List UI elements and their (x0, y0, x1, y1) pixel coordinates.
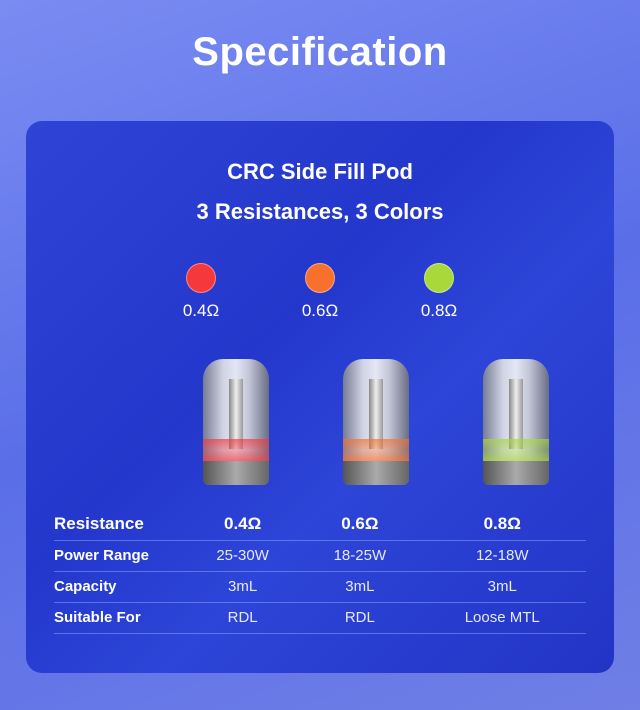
color-swatch-green (424, 263, 454, 293)
pod-image-0.8 (479, 359, 553, 485)
spec-card: CRC Side Fill Pod 3 Resistances, 3 Color… (26, 121, 614, 673)
table-row: Capacity 3mL 3mL 3mL (54, 571, 586, 603)
product-tagline: 3 Resistances, 3 Colors (196, 199, 444, 224)
cell: Loose MTL (418, 602, 586, 634)
color-swatch-orange (305, 263, 335, 293)
table-row: Suitable For RDL RDL Loose MTL (54, 602, 586, 634)
cell: RDL (184, 602, 302, 634)
pod-image-0.4 (199, 359, 273, 485)
cell: 3mL (184, 571, 302, 603)
cell: 0.4Ω (184, 509, 302, 541)
spec-table: Resistance 0.4Ω 0.6Ω 0.8Ω Power Range 25… (54, 509, 586, 634)
cell: 25-30W (184, 540, 302, 572)
table-row: Resistance 0.4Ω 0.6Ω 0.8Ω (54, 509, 586, 541)
cell: 3mL (418, 571, 586, 603)
pod-image-0.6 (339, 359, 413, 485)
cell: RDL (301, 602, 419, 634)
row-label: Capacity (54, 571, 184, 603)
cell: 0.6Ω (301, 509, 419, 541)
row-label: Resistance (54, 509, 184, 541)
product-name: CRC Side Fill Pod (227, 159, 413, 184)
row-label: Suitable For (54, 602, 184, 634)
swatch-label: 0.6Ω (301, 301, 339, 320)
page-title: Specification (192, 30, 448, 74)
swatch-label: 0.8Ω (420, 301, 458, 320)
table-row: Power Range 25-30W 18-25W 12-18W (54, 540, 586, 572)
cell: 3mL (301, 571, 419, 603)
cell: 0.8Ω (418, 509, 586, 541)
cell: 12-18W (418, 540, 586, 572)
cell: 18-25W (301, 540, 419, 572)
row-label: Power Range (54, 540, 184, 572)
swatch-label: 0.4Ω (182, 301, 220, 320)
color-swatch-red (186, 263, 216, 293)
